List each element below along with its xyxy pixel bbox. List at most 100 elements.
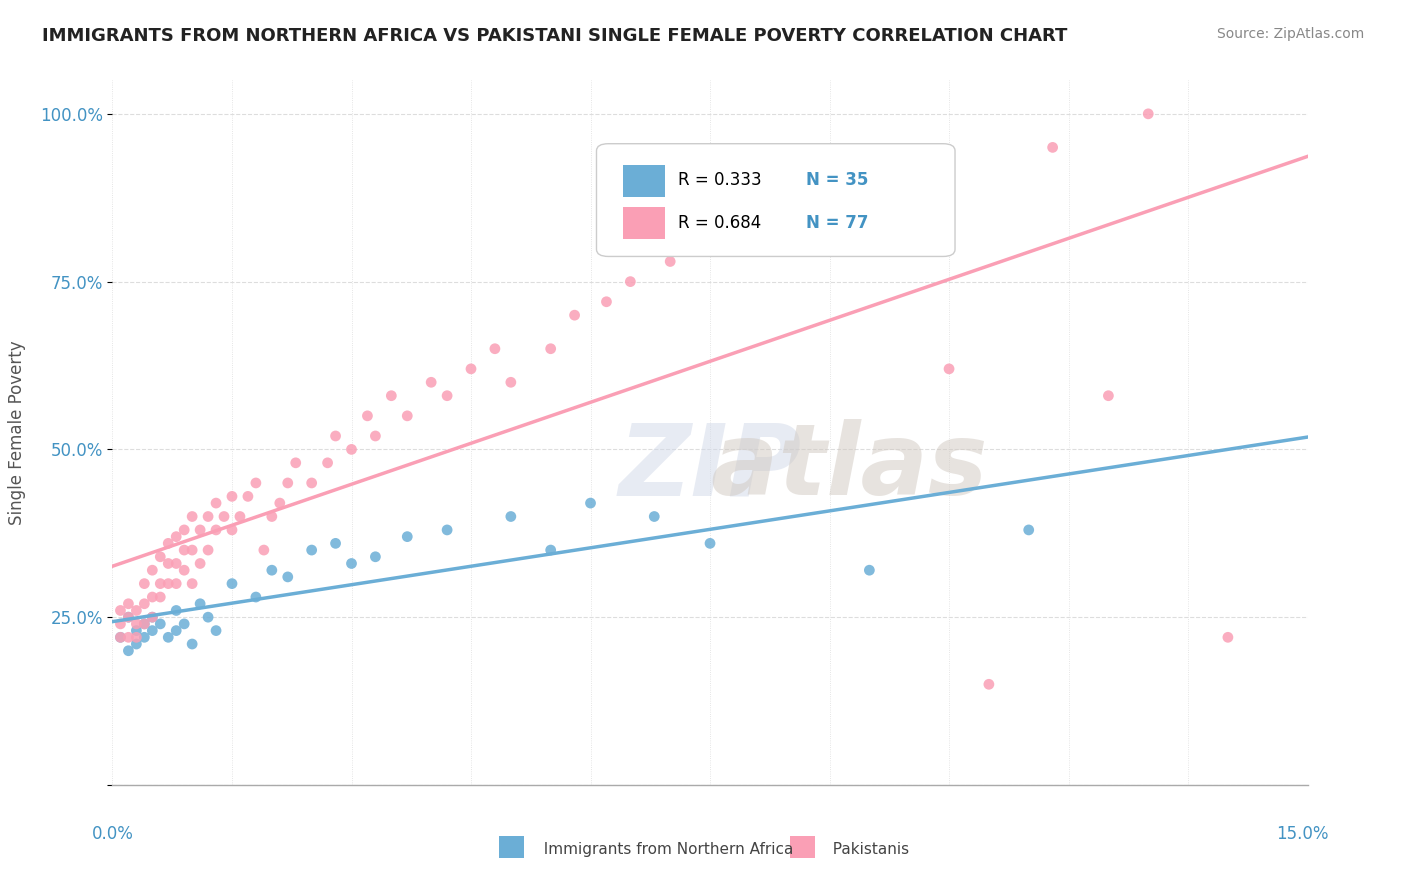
Point <box>245 590 267 604</box>
Point <box>188 523 211 537</box>
Point <box>134 616 156 631</box>
Point <box>340 557 363 571</box>
Point <box>316 456 339 470</box>
Point <box>181 576 204 591</box>
Bar <box>623 207 665 239</box>
Point <box>125 616 148 631</box>
Point <box>699 536 721 550</box>
Point <box>396 409 419 423</box>
Point <box>364 549 387 564</box>
Point <box>260 509 283 524</box>
Point <box>499 509 522 524</box>
Point <box>157 557 180 571</box>
Point <box>460 362 482 376</box>
Point <box>356 409 378 423</box>
Text: Pakistanis: Pakistanis <box>823 842 908 856</box>
Point <box>1216 630 1239 644</box>
Point <box>898 187 921 202</box>
Point <box>253 543 276 558</box>
Text: IMMIGRANTS FROM NORTHERN AFRICA VS PAKISTANI SINGLE FEMALE POVERTY CORRELATION C: IMMIGRANTS FROM NORTHERN AFRICA VS PAKIS… <box>42 27 1067 45</box>
Point <box>818 187 841 202</box>
Point <box>188 557 211 571</box>
Text: Source: ZipAtlas.com: Source: ZipAtlas.com <box>1216 27 1364 41</box>
Point <box>364 429 387 443</box>
Bar <box>623 165 665 196</box>
Point <box>141 624 163 638</box>
Text: 0.0%: 0.0% <box>91 825 134 843</box>
Point <box>141 610 163 624</box>
Point <box>125 603 148 617</box>
Point <box>205 624 228 638</box>
Point <box>149 576 172 591</box>
Point <box>117 597 139 611</box>
Point <box>340 442 363 457</box>
Point <box>1042 140 1064 154</box>
Point <box>149 616 172 631</box>
Point <box>245 475 267 490</box>
Point <box>173 563 195 577</box>
Point <box>977 677 1000 691</box>
Text: atlas: atlas <box>432 419 988 516</box>
Point <box>165 530 187 544</box>
Point <box>173 523 195 537</box>
Point <box>619 275 641 289</box>
Point <box>564 308 586 322</box>
Point <box>141 610 163 624</box>
Point <box>157 576 180 591</box>
Point <box>165 603 187 617</box>
Point <box>1097 389 1119 403</box>
Point <box>117 644 139 658</box>
Point <box>236 489 259 503</box>
Point <box>165 576 187 591</box>
Point <box>1018 523 1040 537</box>
Point <box>197 610 219 624</box>
Point <box>396 530 419 544</box>
Point <box>141 563 163 577</box>
Point <box>229 509 252 524</box>
Point <box>110 630 132 644</box>
Point <box>858 174 880 188</box>
Point <box>779 207 801 221</box>
Point <box>277 475 299 490</box>
Point <box>484 342 506 356</box>
Text: 15.0%: 15.0% <box>1277 825 1329 843</box>
Point <box>540 342 562 356</box>
Point <box>284 456 307 470</box>
Point <box>436 523 458 537</box>
Text: N = 77: N = 77 <box>806 213 868 232</box>
Point <box>738 221 761 235</box>
Text: Immigrants from Northern Africa: Immigrants from Northern Africa <box>534 842 793 856</box>
Point <box>205 523 228 537</box>
Point <box>197 509 219 524</box>
Point <box>212 509 235 524</box>
Y-axis label: Single Female Poverty: Single Female Poverty <box>8 341 25 524</box>
Point <box>125 637 148 651</box>
Point <box>117 610 139 624</box>
Point <box>269 496 291 510</box>
Point <box>197 543 219 558</box>
Point <box>165 624 187 638</box>
Point <box>134 616 156 631</box>
Point <box>125 630 148 644</box>
Point <box>165 557 187 571</box>
Text: ZIP: ZIP <box>619 419 801 516</box>
Point <box>595 294 617 309</box>
Point <box>938 362 960 376</box>
Point <box>325 536 347 550</box>
Point <box>149 549 172 564</box>
Point <box>221 489 243 503</box>
Point <box>858 563 880 577</box>
Point <box>325 429 347 443</box>
Point <box>181 543 204 558</box>
Point <box>643 509 665 524</box>
Point <box>134 630 156 644</box>
Point <box>380 389 402 403</box>
Point <box>157 630 180 644</box>
Point <box>110 603 132 617</box>
Point <box>134 597 156 611</box>
Point <box>110 616 132 631</box>
Text: R = 0.684: R = 0.684 <box>678 213 761 232</box>
Point <box>141 590 163 604</box>
Point <box>188 597 211 611</box>
Point <box>260 563 283 577</box>
